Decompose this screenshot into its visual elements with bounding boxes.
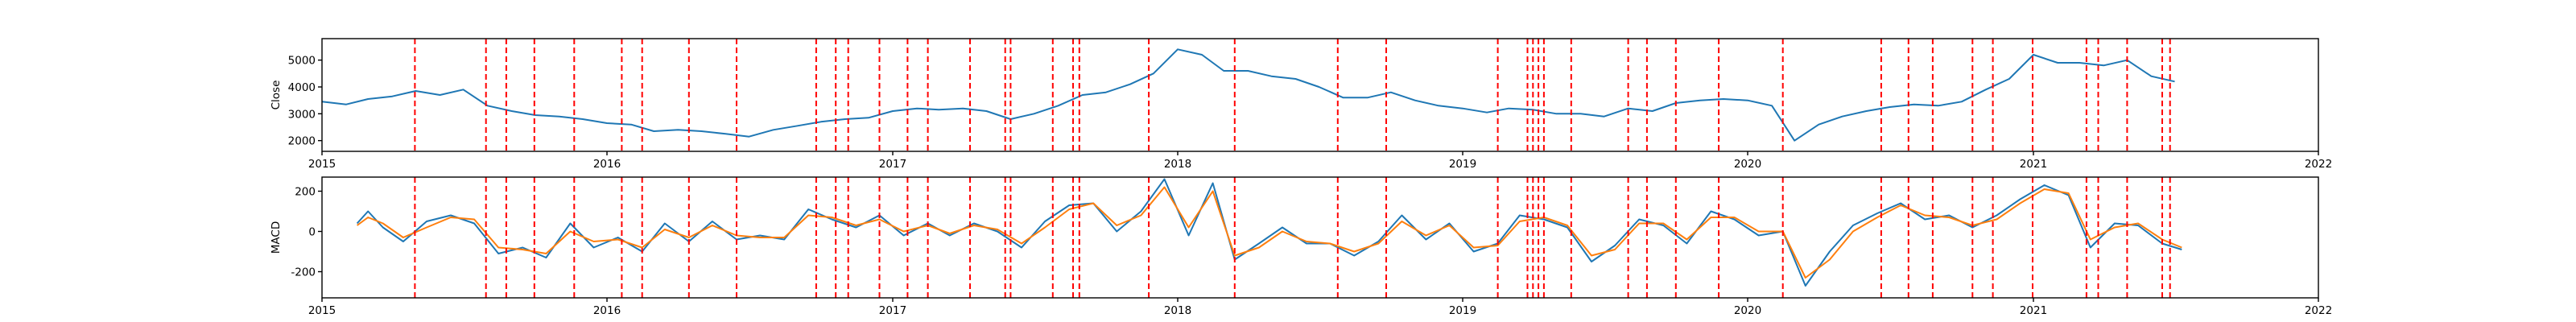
y-axis-label: MACD: [270, 221, 283, 254]
series-line-1: [322, 48, 2175, 142]
x-tick-label: 2022: [2305, 158, 2332, 171]
x-tick-label: 2015: [308, 158, 336, 171]
y-tick-label: 2000: [288, 135, 316, 148]
x-tick-label: 2020: [1734, 304, 1761, 317]
chart-panel-2: 2015 2016 2017 2018 2019 2020 2021 2022 -200 0 200…: [270, 176, 2332, 317]
x-tick-label: 2019: [1449, 304, 1476, 317]
x-tick-label: 2016: [593, 304, 621, 317]
x-tick-label: 2017: [879, 158, 906, 171]
y-tick-label: -200: [291, 266, 316, 279]
x-tick-label: 2016: [593, 158, 621, 171]
x-tick-label: 2021: [2020, 304, 2047, 317]
plot-frame: [321, 176, 2319, 299]
y-tick-label: 200: [295, 186, 316, 199]
y-tick-label: 0: [308, 226, 316, 239]
x-tick-label: 2017: [879, 304, 906, 317]
x-tick-label: 2022: [2305, 304, 2332, 317]
x-tick-label: 2019: [1449, 158, 1476, 171]
chart-panel-1: 2015 2016 2017 2018 2019 2020 2021 2022 2000 3000…: [270, 38, 2332, 171]
y-tick-label: 5000: [288, 55, 316, 68]
x-tick-label: 2021: [2020, 158, 2047, 171]
series-line-2: [357, 186, 2182, 279]
y-tick-label: 4000: [288, 81, 316, 94]
x-tick-label: 2015: [308, 304, 336, 317]
x-tick-label: 2018: [1164, 304, 1191, 317]
x-tick-label: 2020: [1734, 158, 1761, 171]
y-axis-label: Close: [270, 80, 283, 110]
x-tick-label: 2018: [1164, 158, 1191, 171]
y-tick-label: 3000: [288, 108, 316, 121]
plot-frame: [321, 38, 2319, 152]
